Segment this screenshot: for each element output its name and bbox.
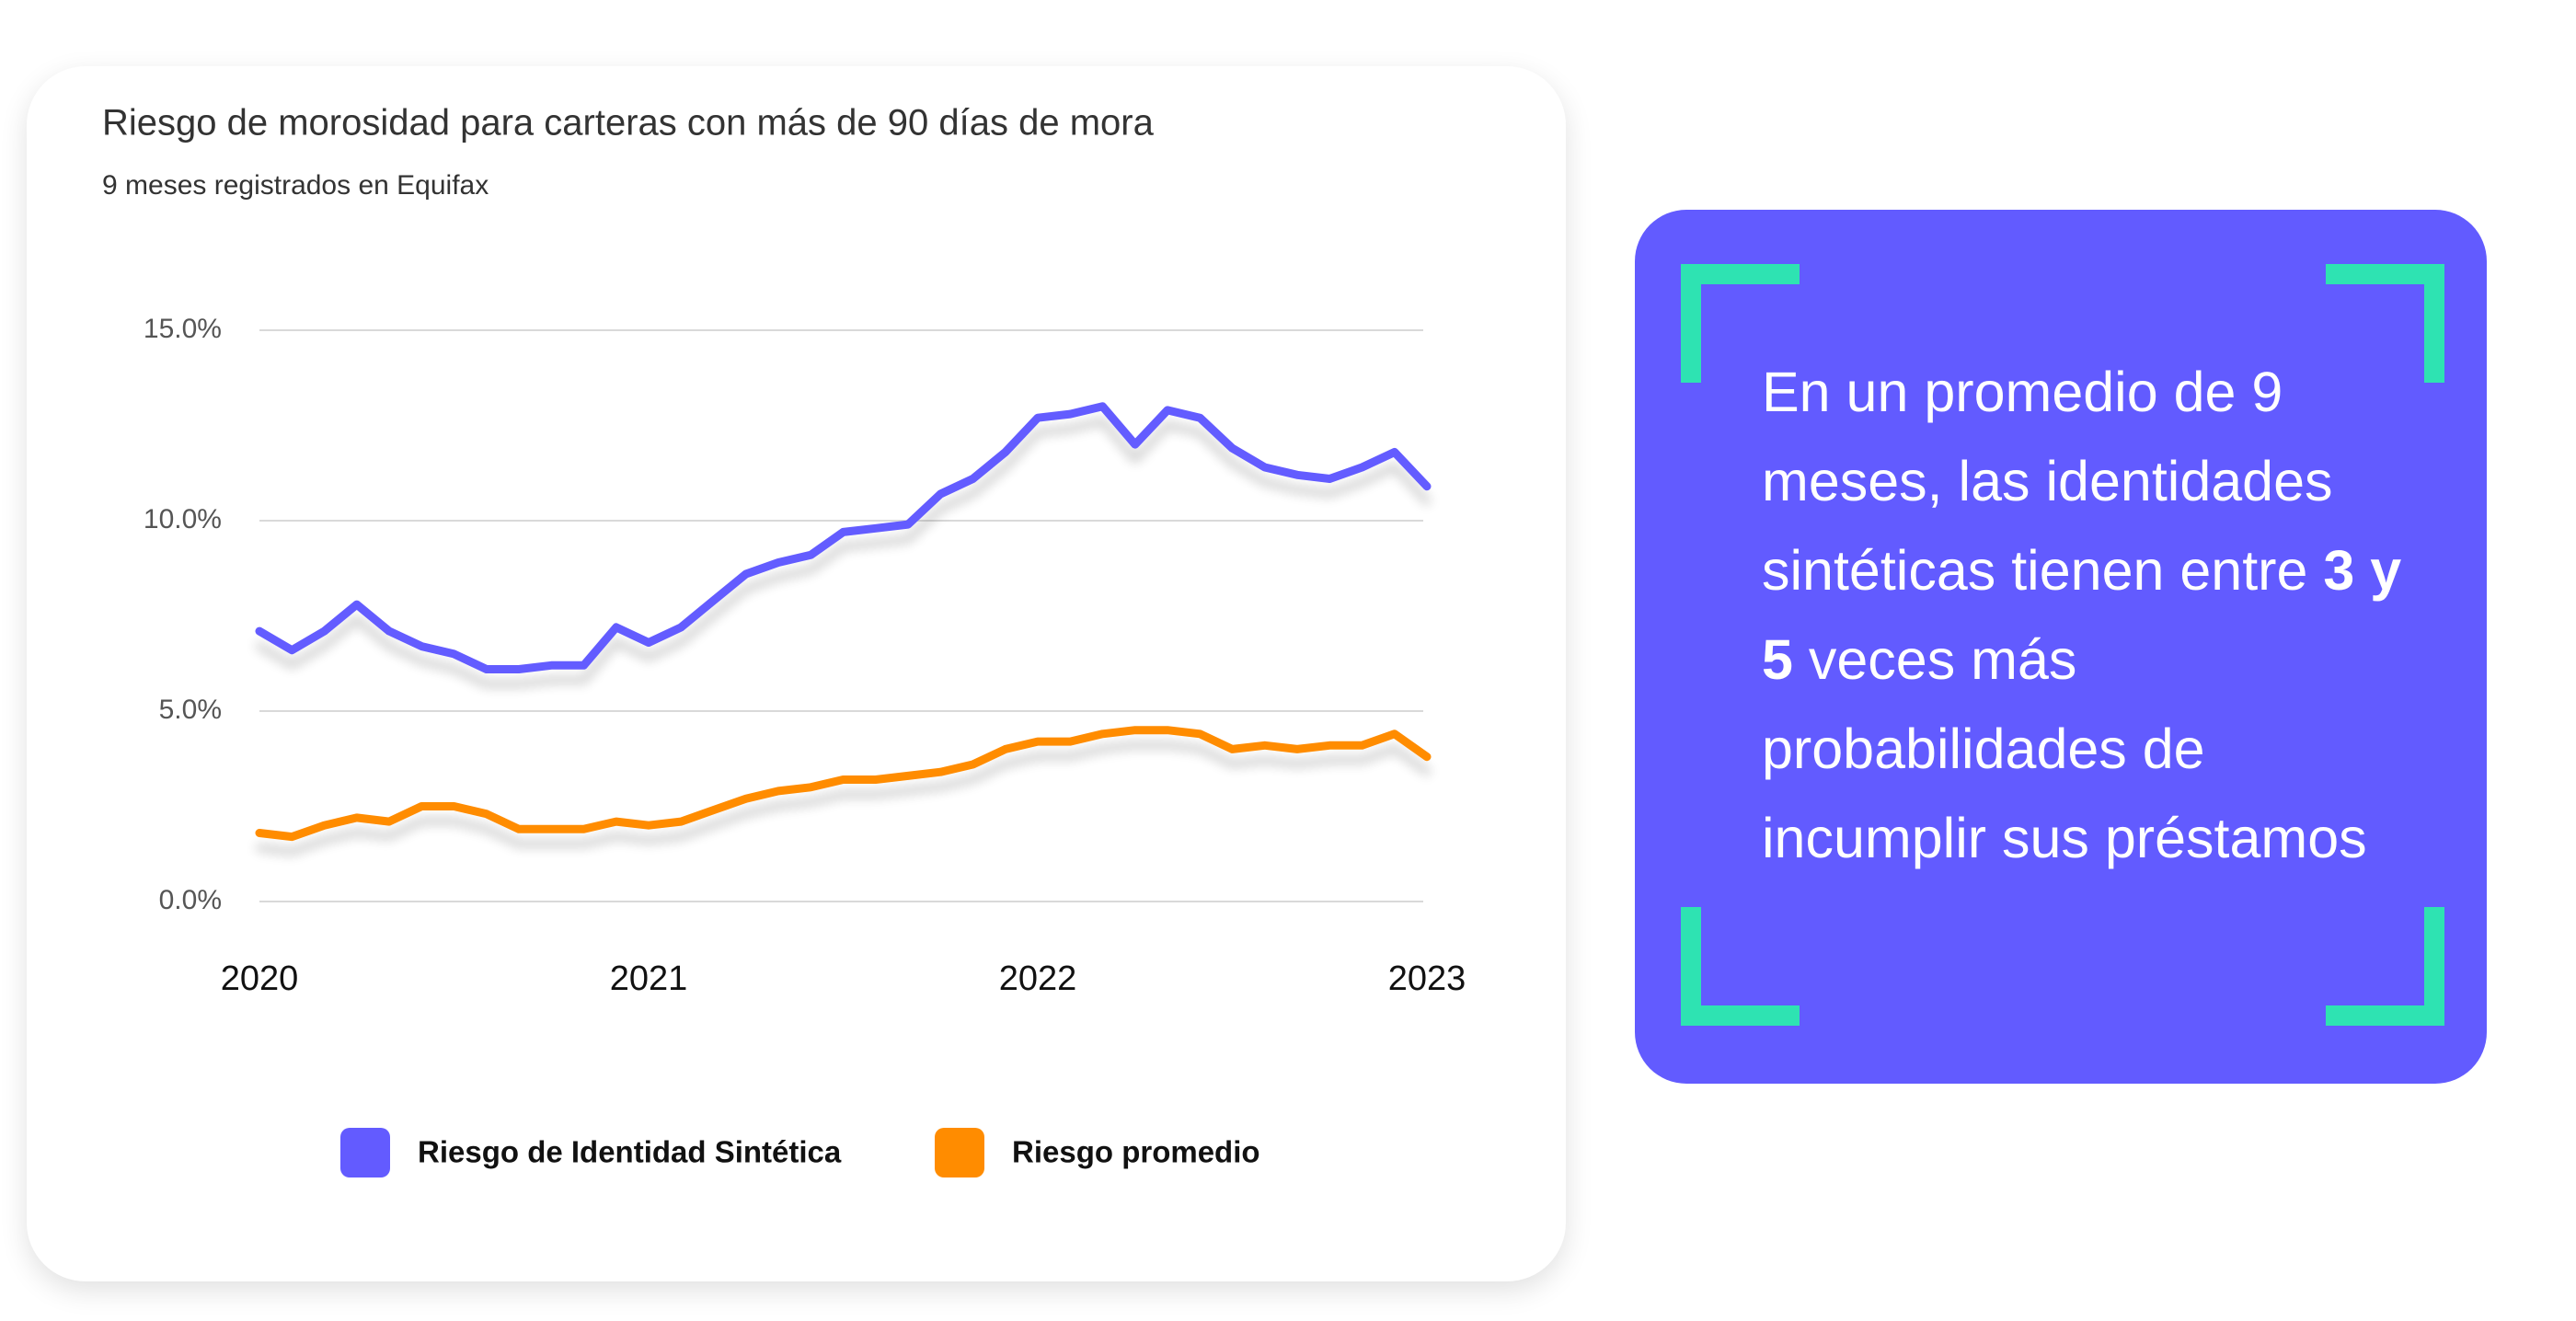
- bracket: [1681, 264, 1701, 383]
- bracket: [1681, 264, 1800, 284]
- series-line: [255, 402, 1432, 673]
- callout-card: En un promedio de 9 meses, las identidad…: [1635, 210, 2487, 1084]
- y-tick-label: 0.0%: [159, 885, 222, 915]
- callout-text: En un promedio de 9 meses, las identidad…: [1762, 348, 2424, 883]
- series-line: [255, 726, 1432, 842]
- x-tick-label: 2022: [999, 959, 1077, 998]
- y-tick-label: 15.0%: [144, 314, 222, 344]
- chart: Riesgo de morosidad para carteras con má…: [102, 103, 1466, 1177]
- y-tick-label: 5.0%: [159, 695, 222, 725]
- chart-subtitle: 9 meses registrados en Equifax: [102, 170, 489, 201]
- bracket: [2326, 264, 2444, 284]
- bracket: [2326, 1005, 2444, 1026]
- x-tick-label: 2020: [221, 959, 299, 998]
- x-tick-label: 2021: [610, 959, 688, 998]
- bracket: [2424, 264, 2444, 383]
- corner-brackets: [1681, 264, 2444, 1026]
- chart-title: Riesgo de morosidad para carteras con má…: [102, 103, 1155, 144]
- callout-text-end: veces más probabilidades de incumplir su…: [1762, 628, 2367, 869]
- y-tick-label: 10.0%: [144, 504, 222, 534]
- legend-label: Riesgo de Identidad Sintética: [418, 1135, 842, 1169]
- bracket: [1681, 1005, 1800, 1026]
- legend-swatch: [935, 1128, 984, 1177]
- chart-card: Riesgo de morosidad para carteras con má…: [27, 66, 1566, 1281]
- x-tick-label: 2023: [1388, 959, 1466, 998]
- callout-text-start: En un promedio de 9 meses, las identidad…: [1762, 361, 2333, 602]
- callout-emphasis: 3 y 5: [1762, 539, 2402, 691]
- bracket: [2424, 907, 2444, 1026]
- legend-swatch: [340, 1128, 390, 1177]
- legend-label: Riesgo promedio: [1012, 1135, 1260, 1169]
- bracket: [1681, 907, 1701, 1026]
